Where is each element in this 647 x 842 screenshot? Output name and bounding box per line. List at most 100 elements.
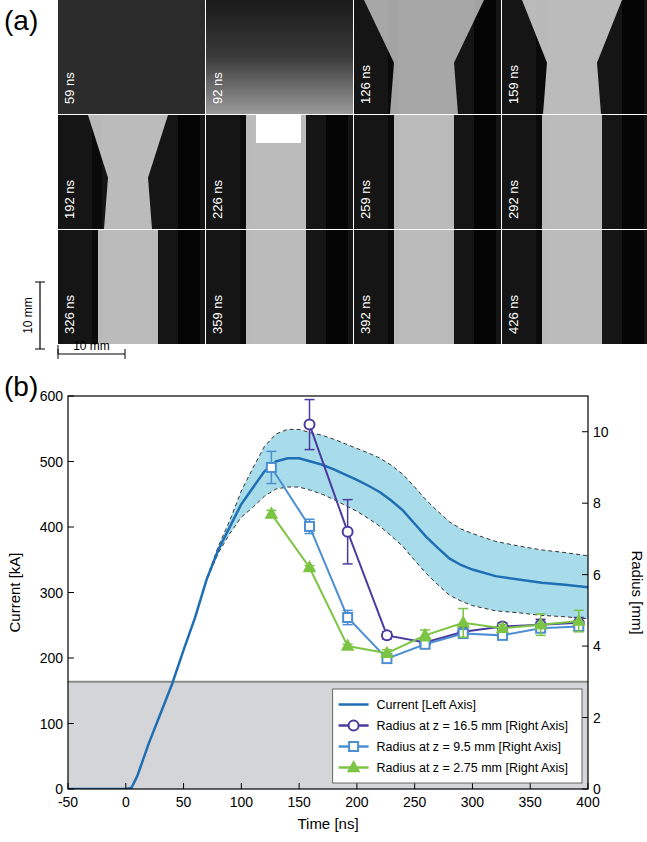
y-tick xyxy=(68,527,74,528)
point xyxy=(573,615,584,625)
legend-marker xyxy=(349,721,359,731)
error-bar xyxy=(536,619,546,630)
y-axis-title: Current [kA] xyxy=(6,552,23,632)
frame-label: 92 ns xyxy=(210,72,225,104)
frame xyxy=(354,230,501,344)
error-bar-cap xyxy=(574,610,584,612)
error-bar-cap xyxy=(305,533,315,535)
scale-label: 10 mm xyxy=(73,339,110,353)
error-bar-cap xyxy=(458,636,468,638)
error-bar xyxy=(305,400,315,450)
point xyxy=(382,630,392,640)
error-bar-cap xyxy=(266,483,276,485)
error-bar-cap xyxy=(574,631,584,633)
error-bar-cap xyxy=(343,610,353,612)
x-tick-label: 250 xyxy=(403,794,427,810)
plasma xyxy=(246,230,306,344)
scale-bar-guide xyxy=(58,345,59,354)
point xyxy=(304,561,315,571)
error-bar xyxy=(343,500,353,564)
y-tick xyxy=(68,396,74,397)
x-tick xyxy=(125,783,126,789)
panel-label: (b) xyxy=(4,371,38,402)
frame-label: 126 ns xyxy=(358,64,373,104)
frame xyxy=(206,230,353,344)
plasma xyxy=(246,115,306,229)
error-bar-cap xyxy=(420,640,430,642)
y2-tick xyxy=(582,431,588,432)
frame-bg xyxy=(502,230,647,344)
point xyxy=(421,640,430,649)
frame xyxy=(502,115,647,229)
error-bar xyxy=(343,610,353,624)
point xyxy=(381,647,392,657)
frame-label: 226 ns xyxy=(210,179,225,219)
y2-tick xyxy=(582,789,588,790)
frame xyxy=(58,0,205,114)
series-line xyxy=(68,458,588,789)
scale-bar-cap xyxy=(35,282,45,283)
point xyxy=(458,617,469,627)
legend-label: Radius at z = 16.5 mm [Right Axis] xyxy=(377,719,568,733)
point xyxy=(343,613,352,622)
frame xyxy=(58,230,205,344)
frame-label: 192 ns xyxy=(62,179,77,219)
glow xyxy=(206,0,353,114)
y-tick-label: 100 xyxy=(40,716,64,732)
electrode xyxy=(178,230,200,344)
scale-bar-cap xyxy=(35,349,45,350)
plasma xyxy=(394,115,454,229)
x-tick-label: 50 xyxy=(176,794,192,810)
plasma xyxy=(542,115,602,229)
plasma xyxy=(542,230,602,344)
y-tick xyxy=(68,461,74,462)
electrode xyxy=(474,0,496,114)
error-bar-cap xyxy=(305,399,315,401)
frame-bg xyxy=(206,115,353,229)
legend-box xyxy=(333,689,582,783)
scale-bar xyxy=(39,282,40,349)
x-tick xyxy=(183,783,184,789)
figure: (a)59 ns92 ns126 ns159 ns192 ns226 ns259… xyxy=(0,0,647,842)
frame xyxy=(58,115,205,229)
point xyxy=(305,420,315,430)
plasma xyxy=(522,0,622,114)
frame-bg xyxy=(502,115,647,229)
electrode xyxy=(178,115,200,229)
x-axis-title: Time [ns] xyxy=(297,815,358,832)
scale-bar xyxy=(58,353,125,354)
frame-label: 426 ns xyxy=(506,294,521,334)
y-tick-label: 400 xyxy=(40,519,64,535)
legend-label: Radius at z = 9.5 mm [Right Axis] xyxy=(377,740,561,754)
frame xyxy=(206,0,353,114)
point xyxy=(536,620,546,630)
y-tick-label: 0 xyxy=(55,781,63,797)
error-bar-cap xyxy=(305,519,315,521)
x-tick xyxy=(588,783,589,789)
error-bar-cap xyxy=(343,563,353,565)
point xyxy=(305,522,314,531)
point xyxy=(342,640,353,650)
point xyxy=(343,527,353,537)
y2-tick xyxy=(582,717,588,718)
frame-label: 392 ns xyxy=(358,294,373,334)
frame xyxy=(354,115,501,229)
frame-bg xyxy=(354,115,501,229)
error-bar xyxy=(305,519,315,533)
x-tick xyxy=(530,783,531,789)
y-tick xyxy=(68,658,74,659)
y-tick xyxy=(68,789,74,790)
frame-label: 59 ns xyxy=(62,72,77,104)
x-tick-label: 300 xyxy=(461,794,485,810)
frame xyxy=(206,115,353,229)
point xyxy=(420,629,431,639)
x-tick-label: 0 xyxy=(122,794,130,810)
plasma-bright xyxy=(256,115,301,143)
x-tick-label: 200 xyxy=(345,794,369,810)
y2-tick xyxy=(582,574,588,575)
point xyxy=(267,463,276,472)
frame-bg xyxy=(58,115,205,229)
frame-bg xyxy=(58,0,205,114)
legend-label: Current [Left Axis] xyxy=(377,698,476,712)
y-tick-label: 500 xyxy=(40,454,64,470)
